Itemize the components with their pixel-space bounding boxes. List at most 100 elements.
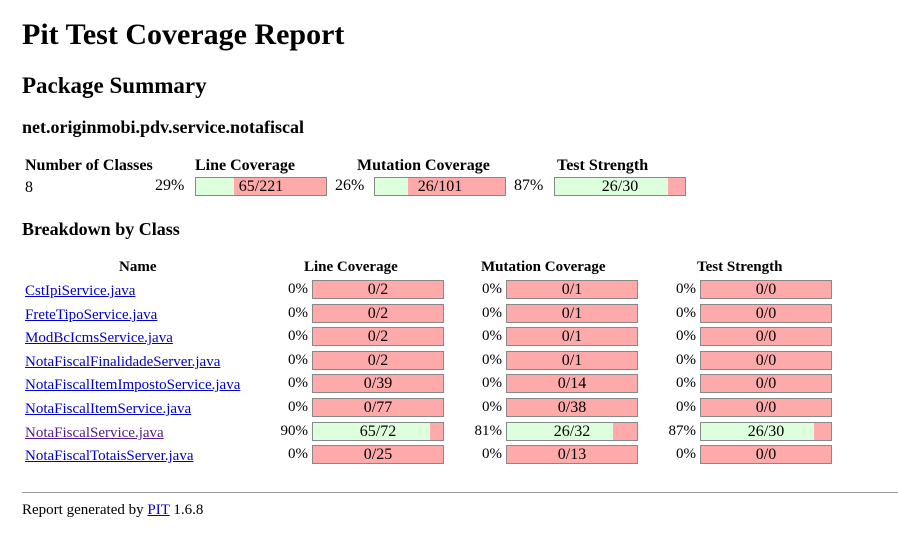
strength-coverage-ratio: 0/0 (755, 399, 777, 416)
mutation-coverage-ratio: 0/1 (561, 328, 583, 345)
strength-coverage-ratio: 0/0 (755, 375, 777, 392)
summary-line-ratio: 65/221 (238, 178, 284, 195)
strength-coverage-bar: 0/0 (700, 351, 832, 370)
pit-link[interactable]: PIT (147, 502, 170, 518)
mutation-coverage-pct: 0% (482, 399, 502, 415)
line-coverage-pct: 0% (288, 352, 308, 368)
mutation-coverage-bar: 26/32 (506, 422, 638, 441)
summary-classes-count: 8 (25, 179, 33, 196)
class-link[interactable]: CstIpiService.java (25, 283, 136, 299)
mutation-coverage-pct: 0% (482, 281, 502, 297)
class-link[interactable]: NotaFiscalItemImpostoService.java (25, 377, 241, 393)
mutation-coverage-pct: 0% (482, 375, 502, 391)
line-coverage-ratio: 0/2 (367, 328, 389, 345)
line-coverage-ratio: 65/72 (359, 423, 397, 440)
strength-coverage-bar: 0/0 (700, 280, 832, 299)
summary-header-mutation: Mutation Coverage (357, 157, 490, 174)
line-coverage-bar: 0/77 (312, 398, 444, 417)
mutation-coverage-bar: 0/14 (506, 374, 638, 393)
package-name: net.originmobi.pdv.service.notafiscal (22, 117, 304, 137)
summary-mutation-pct: 26% (335, 177, 365, 194)
section-title-breakdown: Breakdown by Class (22, 219, 180, 239)
footer: Report generated by PIT 1.6.8 (22, 502, 203, 519)
strength-coverage-bar: 0/0 (700, 445, 832, 464)
mutation-coverage-bar: 0/1 (506, 304, 638, 323)
mutation-coverage-ratio: 26/32 (553, 423, 591, 440)
strength-coverage-pct: 0% (676, 446, 696, 462)
strength-coverage-bar: 0/0 (700, 304, 832, 323)
class-link[interactable]: NotaFiscalTotaisServer.java (25, 448, 194, 464)
summary-mutation-fill (375, 178, 409, 195)
line-coverage-pct: 90% (280, 423, 309, 439)
class-link[interactable]: NotaFiscalService.java (25, 425, 164, 441)
footer-prefix: Report generated by (22, 502, 144, 518)
line-coverage-pct: 0% (288, 446, 308, 462)
summary-line-pct: 29% (155, 177, 185, 194)
mutation-coverage-bar: 0/1 (506, 327, 638, 346)
mutation-coverage-ratio: 0/1 (561, 352, 583, 369)
mutation-coverage-pct: 0% (482, 328, 502, 344)
mutation-coverage-ratio: 0/1 (561, 281, 583, 298)
strength-coverage-ratio: 0/0 (755, 281, 777, 298)
line-coverage-bar: 0/39 (312, 374, 444, 393)
page-title: Pit Test Coverage Report (22, 18, 345, 51)
column-header-mutation: Mutation Coverage (481, 259, 606, 275)
mutation-coverage-pct: 0% (482, 446, 502, 462)
line-coverage-pct: 0% (288, 328, 308, 344)
summary-header-line: Line Coverage (195, 157, 295, 174)
mutation-coverage-bar: 0/1 (506, 351, 638, 370)
mutation-coverage-pct: 81% (474, 423, 503, 439)
strength-coverage-bar: 0/0 (700, 398, 832, 417)
line-coverage-ratio: 0/2 (367, 305, 389, 322)
strength-coverage-pct: 87% (668, 423, 697, 439)
line-coverage-ratio: 0/2 (367, 281, 389, 298)
strength-coverage-pct: 0% (676, 305, 696, 321)
column-header-line: Line Coverage (304, 259, 398, 275)
summary-mutation-bar: 26/101 (374, 177, 506, 196)
line-coverage-bar: 0/2 (312, 304, 444, 323)
mutation-coverage-pct: 0% (482, 305, 502, 321)
line-coverage-ratio: 0/25 (363, 446, 393, 463)
summary-strength-ratio: 26/30 (601, 178, 639, 195)
line-coverage-pct: 0% (288, 399, 308, 415)
footer-version: 1.6.8 (173, 502, 204, 518)
mutation-coverage-bar: 0/38 (506, 398, 638, 417)
strength-coverage-ratio: 0/0 (755, 446, 777, 463)
line-coverage-bar: 0/2 (312, 280, 444, 299)
class-link[interactable]: NotaFiscalFinalidadeServer.java (25, 354, 221, 370)
strength-coverage-bar: 0/0 (700, 374, 832, 393)
line-coverage-bar: 65/72 (312, 422, 444, 441)
mutation-coverage-fill (507, 423, 613, 440)
mutation-coverage-bar: 0/13 (506, 445, 638, 464)
line-coverage-fill (313, 423, 431, 440)
line-coverage-ratio: 0/2 (367, 352, 389, 369)
strength-coverage-bar: 0/0 (700, 327, 832, 346)
summary-line-bar: 65/221 (195, 177, 327, 196)
line-coverage-bar: 0/25 (312, 445, 444, 464)
line-coverage-bar: 0/2 (312, 327, 444, 346)
strength-coverage-ratio: 0/0 (755, 328, 777, 345)
strength-coverage-fill (701, 423, 814, 440)
line-coverage-bar: 0/2 (312, 351, 444, 370)
summary-mutation-ratio: 26/101 (417, 178, 463, 195)
mutation-coverage-ratio: 0/14 (557, 375, 587, 392)
mutation-coverage-ratio: 0/13 (557, 446, 587, 463)
summary-header-strength: Test Strength (557, 157, 649, 174)
strength-coverage-pct: 0% (676, 399, 696, 415)
column-header-name: Name (119, 259, 157, 275)
class-link[interactable]: FreteTipoService.java (25, 307, 158, 323)
strength-coverage-ratio: 0/0 (755, 305, 777, 322)
line-coverage-ratio: 0/77 (363, 399, 393, 416)
strength-coverage-bar: 26/30 (700, 422, 832, 441)
summary-line-fill (196, 178, 235, 195)
footer-divider (22, 492, 898, 493)
mutation-coverage-bar: 0/1 (506, 280, 638, 299)
mutation-coverage-ratio: 0/38 (557, 399, 587, 416)
class-link[interactable]: ModBcIcmsService.java (25, 330, 173, 346)
class-link[interactable]: NotaFiscalItemService.java (25, 401, 192, 417)
line-coverage-pct: 0% (288, 375, 308, 391)
summary-strength-bar: 26/30 (554, 177, 686, 196)
strength-coverage-pct: 0% (676, 352, 696, 368)
mutation-coverage-ratio: 0/1 (561, 305, 583, 322)
strength-coverage-ratio: 0/0 (755, 352, 777, 369)
